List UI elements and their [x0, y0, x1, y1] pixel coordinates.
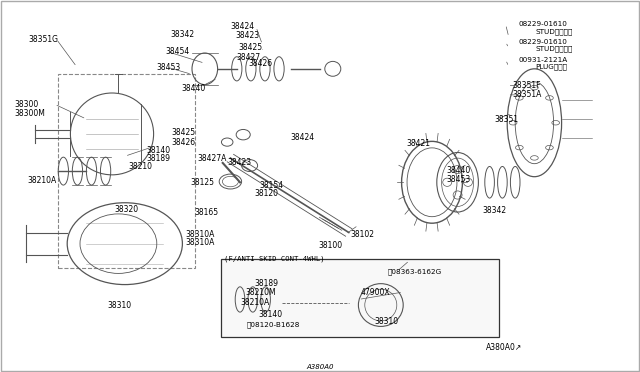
Text: 38351: 38351: [494, 115, 518, 124]
Text: 38423: 38423: [236, 31, 260, 40]
Bar: [58, 74, 195, 268]
Text: 38424: 38424: [230, 22, 255, 31]
Text: 00931-2121A: 00931-2121A: [518, 57, 568, 62]
Text: 38310A: 38310A: [186, 238, 215, 247]
Text: 38210: 38210: [128, 162, 152, 171]
Text: STUDスタッド: STUDスタッド: [535, 28, 572, 35]
Text: 38351A: 38351A: [512, 90, 541, 99]
Text: 38165: 38165: [194, 208, 218, 217]
Text: 38426: 38426: [248, 59, 273, 68]
Text: STUDスタッド: STUDスタッド: [535, 46, 572, 52]
Text: A380A0: A380A0: [307, 364, 333, 370]
Text: 38140: 38140: [258, 310, 282, 319]
Text: 38423: 38423: [227, 158, 252, 167]
Text: 08229-01610: 08229-01610: [518, 21, 567, 27]
Text: 38454: 38454: [165, 47, 189, 56]
Text: Ⓝ08363-6162G: Ⓝ08363-6162G: [387, 268, 442, 275]
Text: (F/ANTI SKID CONT-4WHL): (F/ANTI SKID CONT-4WHL): [224, 256, 324, 262]
Text: 38427: 38427: [237, 53, 261, 62]
Text: 38310: 38310: [374, 317, 399, 326]
Text: 38424: 38424: [290, 133, 314, 142]
Text: 38100: 38100: [319, 241, 343, 250]
Text: 38140: 38140: [146, 146, 170, 155]
Text: 38189: 38189: [146, 154, 170, 163]
Text: 38342: 38342: [171, 30, 195, 39]
Text: 47900X: 47900X: [360, 288, 390, 297]
Text: 38421: 38421: [406, 139, 430, 148]
Text: 38210A: 38210A: [240, 298, 269, 307]
Text: 38120: 38120: [255, 189, 279, 198]
Text: A380A0↗: A380A0↗: [486, 343, 523, 352]
Text: 38210M: 38210M: [246, 288, 276, 297]
Bar: [221, 259, 499, 337]
Text: 38210A: 38210A: [28, 176, 57, 185]
Text: 08229-01610: 08229-01610: [518, 39, 567, 45]
Text: 38342: 38342: [482, 206, 506, 215]
Text: Ⓑ08120-B1628: Ⓑ08120-B1628: [246, 321, 300, 328]
Text: 38425: 38425: [172, 128, 196, 137]
Text: 38320: 38320: [114, 205, 138, 214]
Text: 38453: 38453: [447, 175, 471, 184]
Text: 38351F: 38351F: [512, 81, 541, 90]
Text: 38351G: 38351G: [29, 35, 59, 44]
Text: 38300M: 38300M: [14, 109, 45, 118]
Text: 38427A: 38427A: [197, 154, 227, 163]
Text: 38189: 38189: [254, 279, 278, 288]
Text: 38310A: 38310A: [186, 230, 215, 239]
Text: PLUGプラグ: PLUGプラグ: [535, 64, 567, 70]
Text: 38440: 38440: [447, 166, 471, 174]
Text: 38300: 38300: [14, 100, 38, 109]
Text: 38426: 38426: [172, 138, 196, 147]
Text: 38125: 38125: [191, 178, 215, 187]
Text: 38440: 38440: [181, 84, 205, 93]
Text: 38453: 38453: [157, 63, 181, 72]
Text: 38102: 38102: [351, 230, 375, 239]
Text: 38310: 38310: [108, 301, 132, 310]
Text: 38154: 38154: [259, 181, 284, 190]
Text: 38425: 38425: [239, 43, 263, 52]
